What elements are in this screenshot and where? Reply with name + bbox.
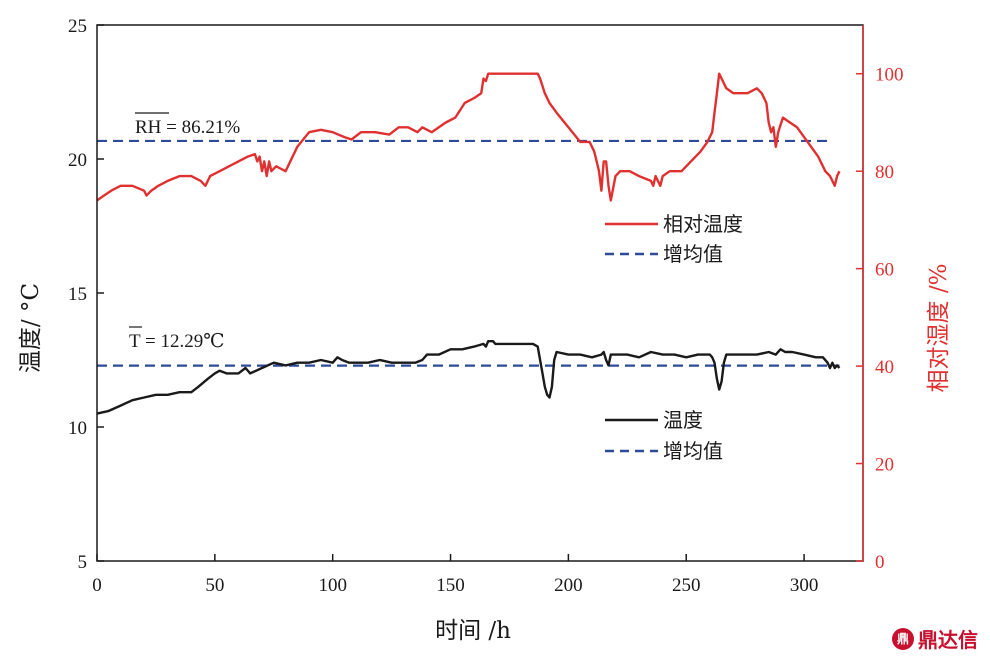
x-axis-title: 时间 /h (435, 618, 511, 644)
y-left-tick-label: 5 (78, 552, 88, 573)
y-right-tick-label: 60 (875, 260, 894, 281)
x-tick-label: 150 (436, 575, 465, 596)
t-mean-annotation: T = 12.29℃ (129, 331, 224, 352)
y-left-tick-label: 10 (68, 418, 87, 439)
rh-mean-annotation: RH = 86.21% (135, 117, 240, 138)
y-axis-left-title: 温度/ °C (18, 283, 44, 373)
y-right-tick-label: 40 (875, 357, 894, 378)
humidity-series-line (96, 72, 841, 202)
y-right-tick-label: 0 (875, 552, 885, 573)
legend-humidity-mean-label: 增均值 (663, 242, 723, 266)
y-left-tick-label: 15 (68, 284, 87, 305)
y-left-tick-label: 20 (68, 150, 87, 171)
y-right-tick-label: 100 (875, 65, 904, 86)
y-axis-right-title: 相对湿度 /% (926, 264, 952, 393)
y-left-tick-label: 25 (68, 16, 87, 37)
logo-text: 鼎达信 (918, 628, 978, 652)
temperature-series-line (96, 340, 841, 415)
x-tick-label: 50 (205, 575, 224, 596)
legend-temperature-label: 温度 (663, 408, 703, 432)
legend-humidity-label: 相对温度 (663, 212, 743, 236)
x-tick-label: 100 (318, 575, 347, 596)
legend-temperature: 温度 增均值 (605, 408, 723, 463)
watermark-logo: 鼎 鼎达信 (892, 624, 978, 653)
legend-humidity: 相对温度 增均值 (605, 212, 743, 266)
x-tick-label: 200 (554, 575, 583, 596)
y-right-tick-label: 80 (875, 162, 894, 183)
plot-frame (96, 24, 864, 562)
x-tick-label: 0 (92, 575, 102, 596)
y-right-tick-label: 20 (875, 455, 894, 476)
logo-icon: 鼎 (892, 627, 914, 650)
x-tick-label: 250 (672, 575, 701, 596)
x-tick-label: 300 (790, 575, 819, 596)
legend-temperature-mean-label: 增均值 (663, 439, 723, 463)
